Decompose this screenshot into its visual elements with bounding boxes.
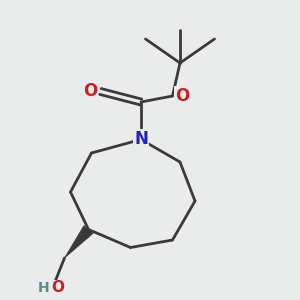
Text: H: H	[38, 281, 49, 295]
Text: N: N	[134, 130, 148, 148]
Polygon shape	[64, 226, 93, 258]
Text: O: O	[175, 87, 190, 105]
Text: O: O	[83, 82, 97, 100]
Text: O: O	[51, 280, 64, 296]
